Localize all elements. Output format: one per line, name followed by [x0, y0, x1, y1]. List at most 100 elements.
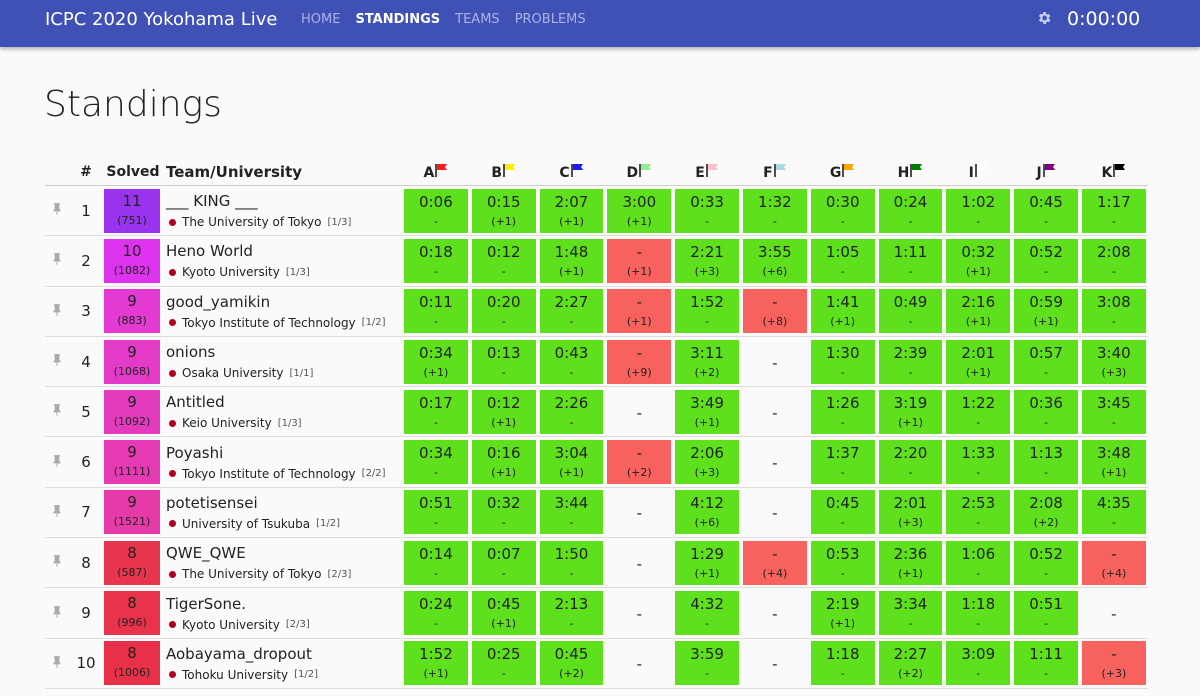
problem-cell[interactable]: - — [607, 490, 671, 534]
problem-cell[interactable]: 0:32 - — [471, 490, 536, 535]
problem-cell[interactable]: 0:12 (+1) — [471, 389, 536, 434]
pin-button[interactable] — [45, 352, 68, 371]
pin-button[interactable] — [45, 553, 68, 572]
problem-cell[interactable]: 1:13 - — [1014, 440, 1078, 485]
problem-cell[interactable]: - — [743, 440, 807, 484]
nav-item[interactable]: HOME — [301, 12, 341, 27]
problem-cell[interactable]: - — [607, 641, 671, 685]
problem-cell[interactable]: 3:08 - — [1081, 289, 1146, 334]
problem-cell[interactable]: 0:25 - — [471, 641, 536, 686]
problem-cell[interactable]: 3:59 - — [675, 641, 739, 686]
problem-cell[interactable]: 0:17 - — [404, 389, 468, 434]
problem-cell[interactable]: 0:12 - — [471, 238, 536, 283]
pin-button[interactable] — [45, 453, 68, 472]
problem-cell[interactable]: 0:57 - — [1014, 339, 1078, 384]
problem-cell[interactable]: 2:26 - — [539, 389, 604, 434]
problem-header[interactable]: C — [538, 163, 606, 181]
problem-cell[interactable]: 1:17 - — [1081, 188, 1146, 233]
problem-cell[interactable]: 1:32 - — [742, 188, 807, 233]
problem-cell[interactable]: 0:11 - — [404, 289, 468, 334]
problem-cell[interactable]: 0:52 - — [1014, 540, 1078, 585]
problem-cell[interactable]: 0:06 - — [404, 188, 468, 233]
problem-cell[interactable]: - — [743, 641, 807, 685]
problem-cell[interactable]: 1:02 - — [946, 188, 1011, 233]
problem-cell[interactable]: 1:05 - — [810, 238, 875, 283]
team-name[interactable]: ___ KING ___ — [166, 192, 258, 211]
problem-cell[interactable]: 0:18 - — [404, 238, 468, 283]
problem-cell[interactable]: 3:09 - — [946, 641, 1011, 686]
problem-cell[interactable]: 2:20 - — [878, 440, 943, 485]
problem-cell[interactable]: 0:51 - — [404, 490, 468, 535]
problem-cell[interactable]: 0:53 - — [810, 540, 875, 585]
problem-cell[interactable]: 2:19 (+1) — [810, 591, 875, 636]
problem-cell[interactable]: 3:00 (+1) — [607, 188, 672, 233]
problem-cell[interactable]: 0:45 - — [810, 490, 875, 535]
problem-cell[interactable]: 1:06 - — [946, 540, 1011, 585]
pin-button[interactable] — [45, 251, 68, 270]
problem-cell[interactable]: - — [607, 591, 671, 635]
problem-cell[interactable]: - (+2) — [607, 440, 672, 485]
problem-cell[interactable]: 0:52 - — [1014, 238, 1078, 283]
problem-cell[interactable]: 3:45 - — [1081, 389, 1146, 434]
team-name[interactable]: onions — [166, 343, 216, 362]
problem-cell[interactable]: 0:15 (+1) — [471, 188, 536, 233]
problem-cell[interactable]: - (+9) — [607, 339, 672, 384]
problem-cell[interactable]: 0:34 - — [404, 440, 468, 485]
pin-button[interactable] — [45, 503, 68, 522]
problem-cell[interactable]: - — [1082, 591, 1146, 635]
problem-cell[interactable]: 1:18 - — [810, 641, 875, 686]
team-name[interactable]: potetisensei — [166, 493, 258, 512]
problem-header[interactable]: K — [1080, 163, 1148, 181]
team-name[interactable]: TigerSone. — [166, 594, 246, 613]
nav-item[interactable]: PROBLEMS — [514, 12, 586, 27]
problem-cell[interactable]: 0:45 - — [1014, 188, 1078, 233]
problem-cell[interactable]: 1:11 - — [1014, 641, 1078, 686]
problem-cell[interactable]: 1:50 - — [539, 540, 604, 585]
problem-cell[interactable]: 3:40 (+3) — [1081, 339, 1146, 384]
pin-button[interactable] — [45, 604, 68, 623]
problem-cell[interactable]: 1:52 (+1) — [404, 641, 468, 686]
problem-cell[interactable]: 2:21 (+3) — [675, 238, 739, 283]
problem-cell[interactable]: 3:49 (+1) — [675, 389, 739, 434]
problem-cell[interactable]: 3:04 (+1) — [539, 440, 604, 485]
problem-cell[interactable]: 2:08 - — [1081, 238, 1146, 283]
problem-header[interactable]: E — [673, 163, 741, 181]
problem-header[interactable]: F — [741, 163, 809, 181]
problem-cell[interactable]: 2:13 - — [539, 591, 604, 636]
problem-header[interactable]: A — [402, 163, 470, 181]
pin-button[interactable] — [45, 402, 68, 421]
team-name[interactable]: Poyashi — [166, 443, 224, 462]
problem-cell[interactable]: 1:22 - — [946, 389, 1011, 434]
nav-item[interactable]: TEAMS — [455, 12, 500, 27]
problem-cell[interactable]: - (+3) — [1081, 641, 1146, 686]
problem-cell[interactable]: 4:32 - — [675, 591, 739, 636]
problem-cell[interactable]: 0:33 - — [675, 188, 739, 233]
problem-cell[interactable]: 0:59 (+1) — [1014, 289, 1078, 334]
problem-cell[interactable]: 0:14 - — [404, 540, 468, 585]
problem-cell[interactable]: - — [607, 541, 671, 585]
problem-cell[interactable]: 1:33 - — [946, 440, 1011, 485]
problem-header[interactable]: J — [1012, 163, 1080, 181]
problem-cell[interactable]: 1:11 - — [878, 238, 943, 283]
problem-cell[interactable]: 2:01 (+1) — [946, 339, 1011, 384]
problem-cell[interactable]: 2:01 (+3) — [878, 490, 943, 535]
problem-cell[interactable]: 4:35 - — [1081, 490, 1146, 535]
problem-cell[interactable]: - (+1) — [607, 238, 672, 283]
problem-cell[interactable]: 2:08 (+2) — [1014, 490, 1078, 535]
settings-icon[interactable] — [1036, 10, 1052, 26]
team-name[interactable]: Aobayama_dropout — [166, 644, 312, 663]
problem-cell[interactable]: 1:26 - — [810, 389, 875, 434]
problem-cell[interactable]: 0:07 - — [471, 540, 536, 585]
problem-cell[interactable]: 1:37 - — [810, 440, 875, 485]
problem-cell[interactable]: 3:11 (+2) — [675, 339, 739, 384]
problem-cell[interactable]: 3:19 (+1) — [878, 389, 943, 434]
brand[interactable]: ICPC 2020 Yokohama Live — [45, 9, 278, 30]
problem-cell[interactable]: 0:20 - — [471, 289, 536, 334]
problem-header[interactable]: G — [809, 163, 877, 181]
problem-cell[interactable]: 2:53 - — [946, 490, 1011, 535]
problem-cell[interactable]: 3:48 (+1) — [1081, 440, 1146, 485]
problem-cell[interactable]: - (+4) — [742, 540, 807, 585]
problem-cell[interactable]: 0:45 (+1) — [471, 591, 536, 636]
pin-button[interactable] — [45, 654, 68, 673]
problem-cell[interactable]: 0:13 - — [471, 339, 536, 384]
